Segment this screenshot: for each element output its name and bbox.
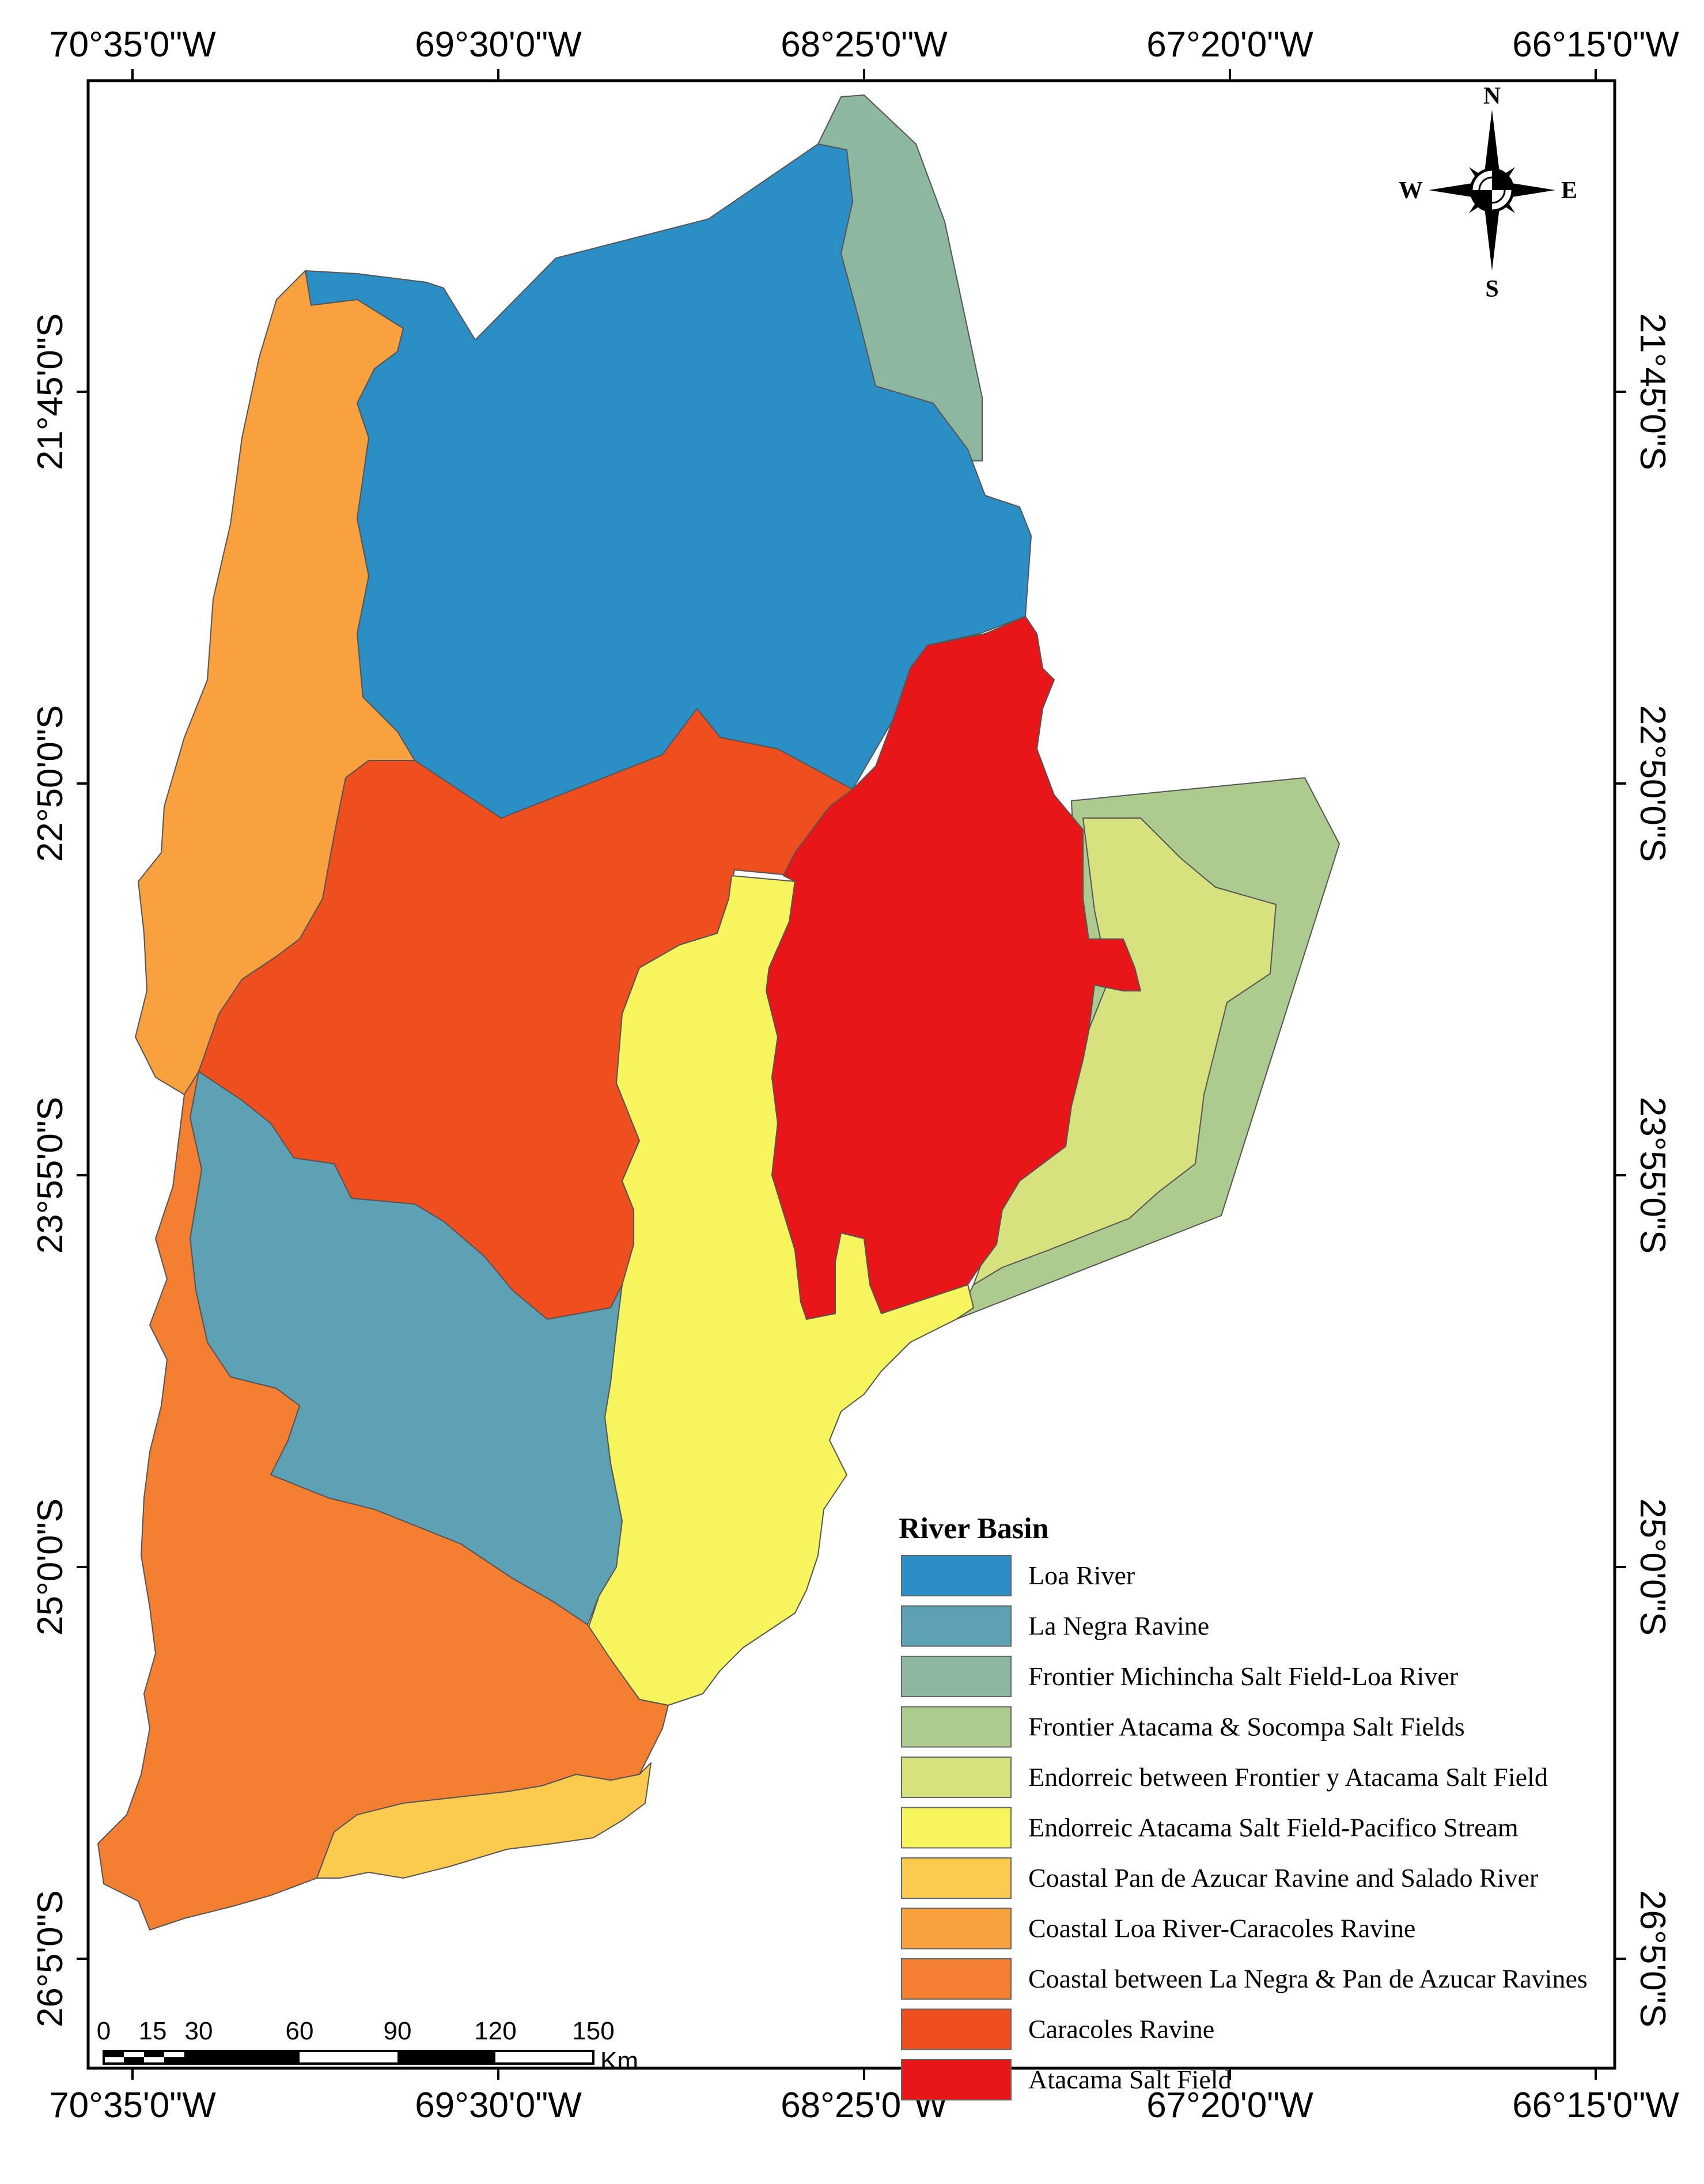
- scale-bar-seg: [144, 2051, 164, 2057]
- legend-swatch-panazucar: [901, 1857, 1012, 1899]
- top-tick-label: 70°35'0"W: [49, 25, 216, 65]
- scale-bar: 0 15 30 60 90 120 150 Km: [97, 2017, 638, 2075]
- left-tick-label: 23°55'0"S: [31, 1097, 70, 1254]
- legend-label-lanegra: La Negra Ravine: [1028, 1611, 1209, 1641]
- legend: River Basin Loa River La Negra Ravine Fron…: [899, 1512, 1588, 2100]
- left-tick-label: 21°45'0"S: [31, 313, 70, 470]
- right-tick-label: 26°5'0"S: [1633, 1890, 1672, 2027]
- legend-swatch-socompa: [901, 1706, 1012, 1748]
- top-tick-label: 66°15'0"W: [1512, 25, 1679, 65]
- legend-swatch-caracoles: [901, 2008, 1012, 2050]
- compass-n-label: N: [1483, 83, 1501, 109]
- scale-bar-label: 15: [139, 2017, 167, 2045]
- right-tick-label: 25°0'0"S: [1633, 1498, 1672, 1636]
- legend-label-atacama: Atacama Salt Field: [1028, 2065, 1232, 2094]
- right-tick-label: 22°50'0"S: [1633, 705, 1672, 862]
- scale-bar-label: 30: [185, 2017, 213, 2045]
- legend-swatch-endoatacama: [901, 1807, 1012, 1849]
- scale-bar-label: 60: [286, 2017, 314, 2045]
- basins: [97, 94, 1340, 1931]
- top-tick-label: 67°20'0"W: [1146, 25, 1313, 65]
- legend-label-michincha: Frontier Michincha Salt Field-Loa River: [1028, 1661, 1458, 1691]
- scale-bar-seg: [184, 2051, 300, 2064]
- scale-bar-label: 150: [572, 2017, 614, 2045]
- legend-label-panazucar: Coastal Pan de Azucar Ravine and Salado …: [1028, 1863, 1538, 1892]
- legend-swatch-loa: [901, 1555, 1012, 1596]
- legend-label-endoatacama: Endorreic Atacama Salt Field-Pacifico St…: [1028, 1813, 1519, 1842]
- bottom-tick-labels: 70°35'0"W 69°30'0"W 68°25'0"W 67°20'0"W …: [49, 2085, 1679, 2125]
- right-tick-labels: 21°45'0"S 22°50'0"S 23°55'0"S 25°0'0"S 2…: [1633, 313, 1672, 2027]
- left-tick-labels: 21°45'0"S 22°50'0"S 23°55'0"S 25°0'0"S 2…: [31, 313, 70, 2027]
- scale-bar-unit: Km: [600, 2047, 638, 2075]
- legend-items: Loa River La Negra Ravine Frontier Michinc…: [901, 1555, 1588, 2100]
- scale-bar-seg: [104, 2051, 124, 2057]
- bottom-tick-label: 69°30'0"W: [415, 2085, 582, 2125]
- scale-bar-label: 0: [97, 2017, 111, 2045]
- legend-label-caracoles: Caracoles Ravine: [1028, 2015, 1214, 2044]
- left-tick-label: 26°5'0"S: [31, 1890, 70, 2027]
- scale-bar-seg: [124, 2057, 144, 2064]
- legend-title: River Basin: [899, 1512, 1049, 1545]
- legend-swatch-michincha: [901, 1656, 1012, 1697]
- scale-bar-label: 120: [474, 2017, 516, 2045]
- compass-s-label: S: [1485, 276, 1498, 302]
- compass-e-label: E: [1561, 177, 1577, 204]
- top-tick-label: 69°30'0"W: [415, 25, 582, 65]
- legend-swatch-endofront: [901, 1757, 1012, 1798]
- basin-panazucar[interactable]: [316, 1762, 652, 1879]
- legend-swatch-atacama: [901, 2059, 1012, 2100]
- legend-label-coastnegra: Coastal between La Negra & Pan de Azucar…: [1028, 1964, 1588, 1993]
- basin-atacama[interactable]: [766, 616, 1141, 1320]
- right-tick-label: 21°45'0"S: [1633, 313, 1672, 470]
- bottom-tick-label: 66°15'0"W: [1512, 2085, 1679, 2125]
- top-tick-labels: 70°35'0"W 69°30'0"W 68°25'0"W 67°20'0"W …: [49, 25, 1679, 65]
- scale-bar-seg: [397, 2051, 495, 2064]
- left-tick-label: 22°50'0"S: [31, 705, 70, 862]
- scale-bar-label: 90: [384, 2017, 412, 2045]
- bottom-tick-label: 70°35'0"W: [49, 2085, 216, 2125]
- compass-rose-icon: N S E W: [1399, 83, 1577, 302]
- left-tick-label: 25°0'0"S: [31, 1498, 70, 1636]
- legend-label-loa: Loa River: [1028, 1561, 1135, 1590]
- legend-swatch-coastnegra: [901, 1958, 1012, 2000]
- legend-swatch-lanegra: [901, 1605, 1012, 1647]
- legend-label-loacaracoles: Coastal Loa River-Caracoles Ravine: [1028, 1914, 1415, 1943]
- compass-w-label: W: [1399, 177, 1423, 204]
- legend-label-endofront: Endorreic between Frontier y Atacama Sal…: [1028, 1762, 1548, 1792]
- legend-swatch-loacaracoles: [901, 1907, 1012, 1950]
- top-tick-label: 68°25'0"W: [781, 25, 948, 65]
- axis-ticks: [77, 69, 1626, 2080]
- bottom-tick-label: 67°20'0"W: [1146, 2085, 1313, 2125]
- right-tick-label: 23°55'0"S: [1633, 1097, 1672, 1254]
- scale-bar-seg: [164, 2057, 184, 2064]
- legend-label-socompa: Frontier Atacama & Socompa Salt Fields: [1028, 1712, 1465, 1742]
